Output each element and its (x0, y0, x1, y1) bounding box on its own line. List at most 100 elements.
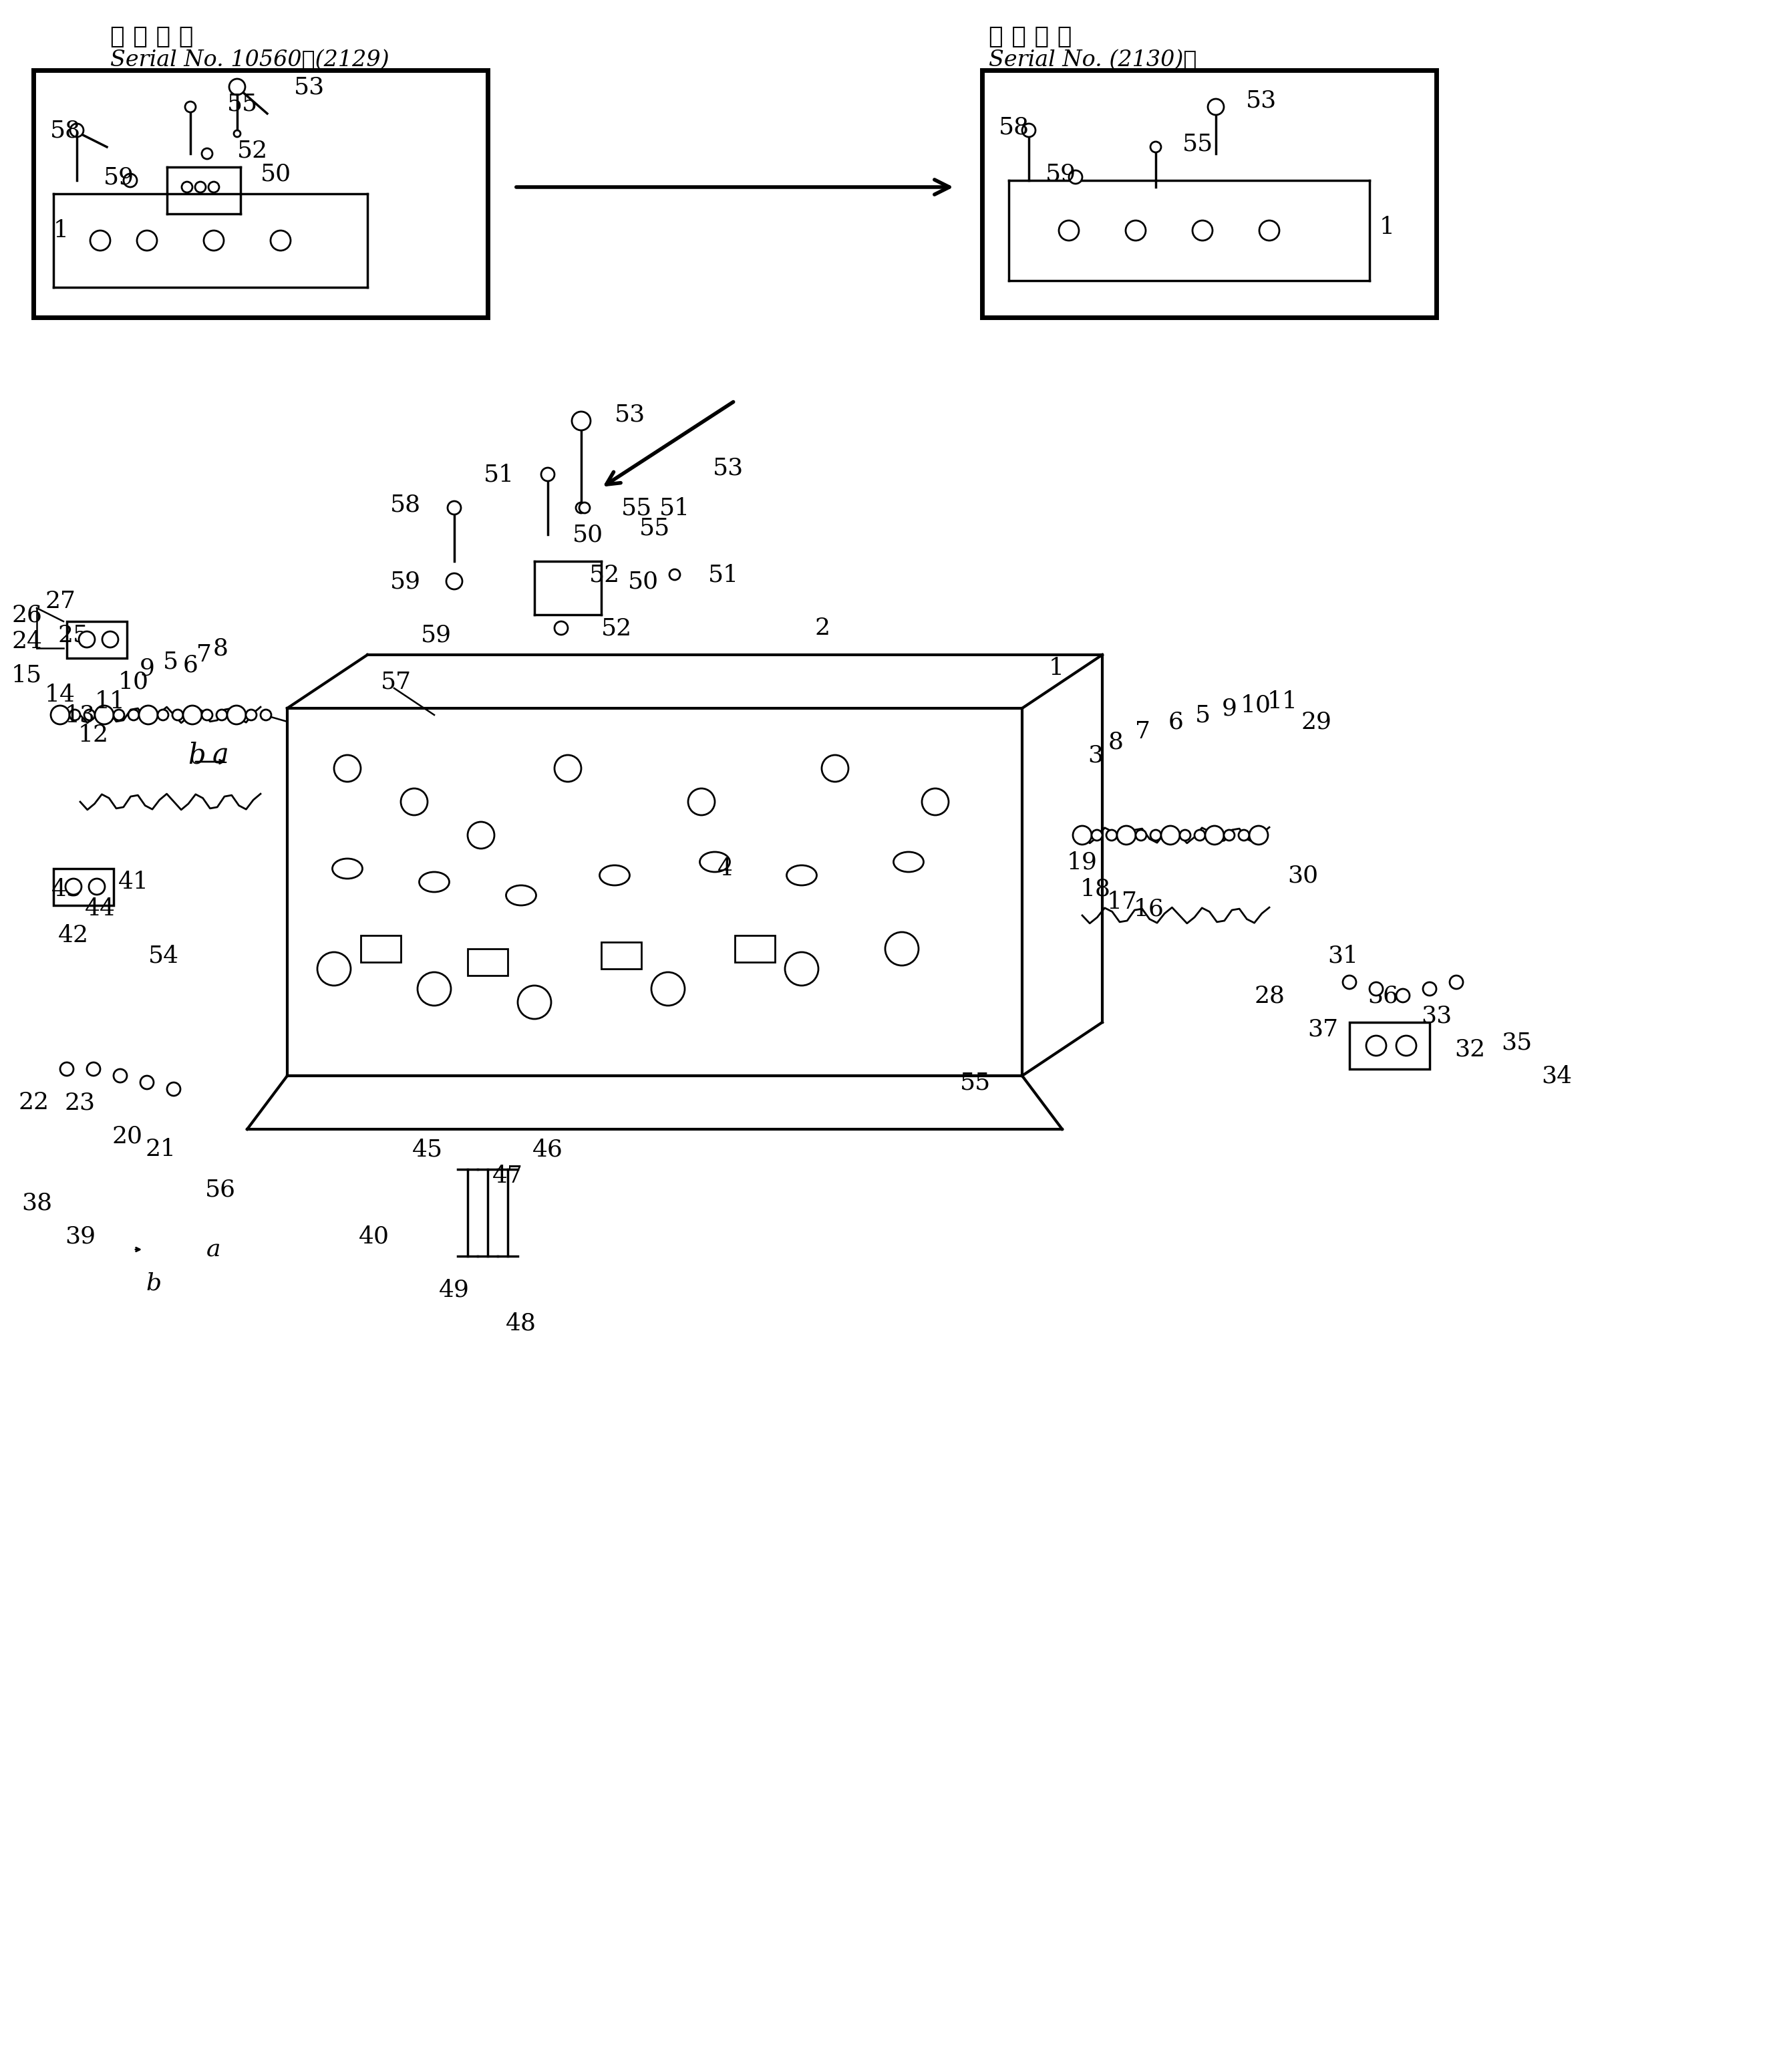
Circle shape (555, 754, 581, 781)
Text: Serial No. (2130)～: Serial No. (2130)～ (990, 50, 1196, 70)
Circle shape (822, 754, 848, 781)
Circle shape (87, 1063, 101, 1075)
Circle shape (555, 622, 567, 634)
Circle shape (885, 932, 919, 966)
Text: 53: 53 (1246, 89, 1278, 112)
Text: 21: 21 (145, 1138, 175, 1160)
Circle shape (184, 707, 201, 725)
Text: 8: 8 (1108, 729, 1124, 752)
Text: 39: 39 (65, 1225, 95, 1247)
Circle shape (1249, 827, 1269, 845)
Text: 38: 38 (21, 1191, 53, 1214)
Circle shape (541, 468, 555, 481)
Circle shape (1126, 220, 1145, 240)
Circle shape (186, 102, 196, 112)
Text: 1: 1 (53, 220, 69, 242)
Text: 44: 44 (85, 897, 115, 920)
Text: 51: 51 (709, 564, 739, 586)
Circle shape (1194, 831, 1205, 841)
Text: 52: 52 (237, 139, 269, 162)
Circle shape (1366, 1036, 1385, 1057)
Text: 22: 22 (18, 1092, 49, 1115)
Text: a: a (207, 1239, 221, 1262)
Circle shape (1239, 831, 1249, 841)
Circle shape (447, 574, 463, 588)
Circle shape (85, 709, 95, 721)
Text: 50: 50 (573, 522, 603, 545)
Text: 49: 49 (438, 1278, 470, 1301)
Circle shape (140, 707, 157, 725)
Circle shape (785, 953, 818, 986)
Circle shape (687, 789, 716, 814)
Circle shape (1396, 1036, 1417, 1057)
Bar (601, 943, 641, 970)
Circle shape (1193, 220, 1212, 240)
Circle shape (168, 1082, 180, 1096)
Circle shape (922, 789, 949, 814)
Circle shape (417, 972, 451, 1005)
Circle shape (1058, 220, 1080, 240)
Circle shape (216, 709, 228, 721)
Circle shape (80, 632, 95, 646)
Circle shape (182, 182, 193, 193)
Circle shape (246, 709, 256, 721)
Text: a: a (212, 742, 228, 769)
Text: 36: 36 (1368, 984, 1398, 1007)
Circle shape (88, 879, 104, 895)
Text: 55: 55 (622, 497, 652, 520)
Circle shape (1205, 827, 1225, 845)
Text: 33: 33 (1421, 1005, 1452, 1028)
Text: 41: 41 (118, 870, 148, 893)
Circle shape (1106, 831, 1117, 841)
Circle shape (652, 972, 686, 1005)
Circle shape (90, 230, 110, 251)
Circle shape (65, 879, 81, 895)
Text: 55: 55 (959, 1071, 991, 1094)
Text: 53: 53 (615, 402, 645, 425)
Circle shape (447, 501, 461, 514)
Text: 19: 19 (1067, 852, 1097, 872)
Circle shape (95, 707, 113, 725)
Circle shape (230, 79, 246, 95)
Circle shape (203, 230, 224, 251)
Circle shape (194, 182, 205, 193)
Text: 8: 8 (212, 636, 228, 659)
Text: 57: 57 (382, 669, 412, 692)
Text: 12: 12 (78, 723, 110, 746)
Text: 1: 1 (1050, 657, 1064, 680)
Text: 31: 31 (1327, 945, 1359, 968)
Text: 42: 42 (58, 924, 88, 947)
Circle shape (201, 149, 212, 160)
Circle shape (1073, 827, 1092, 845)
Text: 54: 54 (148, 945, 178, 968)
Text: 27: 27 (44, 591, 76, 613)
Text: 30: 30 (1288, 864, 1318, 887)
Text: 50: 50 (260, 162, 292, 184)
Text: 52: 52 (588, 564, 620, 586)
Text: 9: 9 (140, 657, 155, 680)
Bar (34, 70, 488, 317)
Circle shape (580, 503, 590, 514)
Text: 13: 13 (65, 704, 95, 727)
Text: 26: 26 (11, 603, 42, 626)
Circle shape (670, 570, 680, 580)
Text: 4: 4 (717, 858, 733, 881)
Text: 25: 25 (58, 624, 88, 646)
Circle shape (113, 709, 124, 721)
Text: 58: 58 (391, 493, 421, 516)
Circle shape (157, 709, 168, 721)
Text: 59: 59 (391, 570, 421, 593)
Text: 55: 55 (228, 93, 258, 114)
Text: 10: 10 (1240, 694, 1270, 717)
Text: 10: 10 (118, 669, 148, 692)
Circle shape (51, 707, 69, 725)
Text: 28: 28 (1255, 984, 1285, 1007)
Circle shape (124, 174, 138, 186)
Circle shape (1449, 976, 1463, 988)
Circle shape (468, 823, 495, 850)
Text: 5: 5 (163, 651, 178, 673)
Text: 16: 16 (1134, 897, 1164, 920)
Text: 43: 43 (51, 876, 83, 899)
Text: 15: 15 (11, 663, 42, 686)
Circle shape (233, 131, 240, 137)
